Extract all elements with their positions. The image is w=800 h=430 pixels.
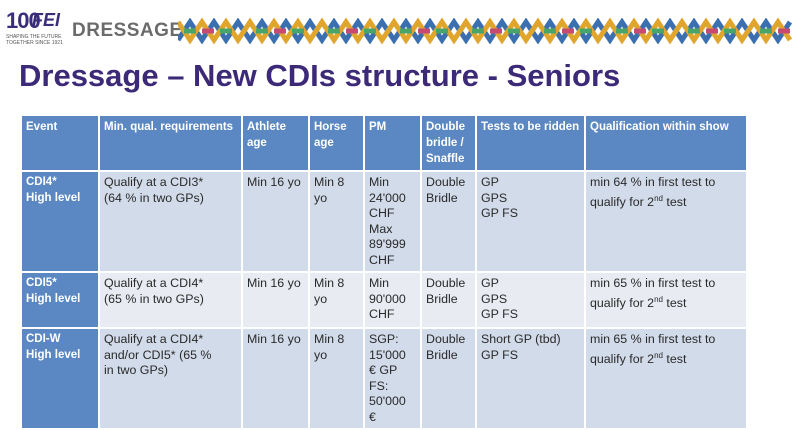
athlete-age-cell: Min 16 yo bbox=[241, 170, 310, 273]
requirements-cell: Qualify at a CDI4* and/or CDI5* (65 % in… bbox=[98, 327, 243, 430]
column-header-pm: PM bbox=[363, 114, 422, 172]
pm-cell: SGP: 15'000 € GP FS: 50'000 € bbox=[363, 327, 422, 430]
requirements-cell: Qualify at a CDI4* (65 % in two GPs) bbox=[98, 271, 243, 329]
column-header-requirements: Min. qual. requirements bbox=[98, 114, 243, 172]
pm-cell: Min 90'000 CHF bbox=[363, 271, 422, 329]
pm-cell: Min 24'000 CHF Max 89'999 CHF bbox=[363, 170, 422, 273]
qualification-cell: min 64 % in first test to qualify for 2n… bbox=[584, 170, 748, 273]
column-header-tests: Tests to be ridden bbox=[475, 114, 586, 172]
table-row: CDI4* High level Qualify at a CDI3* (64 … bbox=[20, 170, 748, 273]
decorative-band-icon bbox=[178, 18, 793, 44]
slide-title: Dressage – New CDIs structure - Seniors bbox=[19, 58, 621, 93]
tests-cell: Short GP (tbd) GP FS bbox=[475, 327, 586, 430]
event-cell: CDI4* High level bbox=[20, 170, 100, 273]
athlete-age-cell: Min 16 yo bbox=[241, 327, 310, 430]
column-header-horse-age: Horse age bbox=[308, 114, 365, 172]
column-header-athlete-age: Athlete age bbox=[241, 114, 310, 172]
column-header-bridle: Double bridle / Snaffle bbox=[420, 114, 477, 172]
slide-header: 100 FEI SHAPING THE FUTURE TOGETHER SINC… bbox=[0, 0, 800, 62]
bridle-cell: Double Bridle bbox=[420, 327, 477, 430]
table-row: CDI5* High level Qualify at a CDI4* (65 … bbox=[20, 271, 748, 329]
horse-age-cell: Min 8 yo bbox=[308, 271, 365, 329]
discipline-label: DRESSAGE bbox=[72, 20, 183, 41]
logo-number: 100 bbox=[6, 8, 41, 33]
horse-age-cell: Min 8 yo bbox=[308, 170, 365, 273]
event-cell: CDI5* High level bbox=[20, 271, 100, 329]
column-header-event: Event bbox=[20, 114, 100, 172]
horse-age-cell: Min 8 yo bbox=[308, 327, 365, 430]
athlete-age-cell: Min 16 yo bbox=[241, 271, 310, 329]
tests-cell: GP GPS GP FS bbox=[475, 271, 586, 329]
qualification-cell: min 65 % in first test to qualify for 2n… bbox=[584, 327, 748, 430]
table-header-row: Event Min. qual. requirements Athlete ag… bbox=[20, 114, 748, 172]
fei-logo: 100 FEI SHAPING THE FUTURE TOGETHER SINC… bbox=[6, 8, 68, 52]
cdi-structure-table: Event Min. qual. requirements Athlete ag… bbox=[20, 114, 748, 430]
qualification-cell: min 65 % in first test to qualify for 2n… bbox=[584, 271, 748, 329]
logo-text: FEI bbox=[32, 10, 61, 30]
column-header-qualification: Qualification within show bbox=[584, 114, 748, 172]
bridle-cell: Double Bridle bbox=[420, 170, 477, 273]
bridle-cell: Double Bridle bbox=[420, 271, 477, 329]
logo-tagline: SHAPING THE FUTURE TOGETHER SINCE 1921 bbox=[6, 34, 63, 46]
tests-cell: GP GPS GP FS bbox=[475, 170, 586, 273]
event-cell: CDI-W High level bbox=[20, 327, 100, 430]
table-row: CDI-W High level Qualify at a CDI4* and/… bbox=[20, 327, 748, 430]
requirements-cell: Qualify at a CDI3* (64 % in two GPs) bbox=[98, 170, 243, 273]
